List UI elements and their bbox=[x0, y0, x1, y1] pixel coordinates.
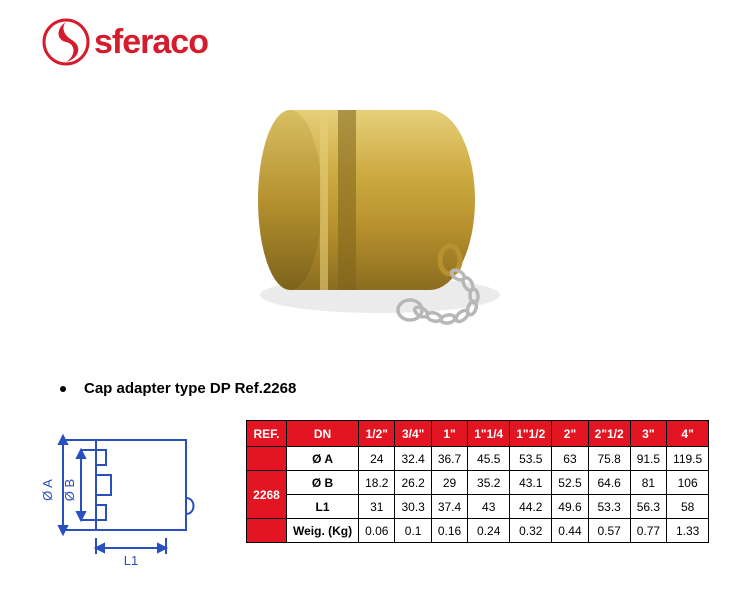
table-row: 2268Ø B18.226.22935.243.152.564.681106 bbox=[247, 471, 709, 495]
value-cell: 0.32 bbox=[510, 519, 552, 543]
header-size: 1"1/4 bbox=[468, 421, 510, 447]
diagram-label-a: Ø A bbox=[40, 479, 55, 501]
row-label: Ø B bbox=[287, 471, 359, 495]
value-cell: 35.2 bbox=[468, 471, 510, 495]
value-cell: 58 bbox=[667, 495, 709, 519]
header-size: 3/4" bbox=[395, 421, 431, 447]
value-cell: 0.1 bbox=[395, 519, 431, 543]
value-cell: 64.6 bbox=[588, 471, 630, 495]
row-label: L1 bbox=[287, 495, 359, 519]
product-caption: Cap adapter type DP Ref.2268 bbox=[84, 380, 296, 397]
logo-mark-icon bbox=[42, 18, 90, 66]
value-cell: 36.7 bbox=[431, 447, 467, 471]
value-cell: 44.2 bbox=[510, 495, 552, 519]
value-cell: 0.06 bbox=[359, 519, 395, 543]
value-cell: 30.3 bbox=[395, 495, 431, 519]
header-size: 3" bbox=[630, 421, 666, 447]
row-label: Ø A bbox=[287, 447, 359, 471]
value-cell: 56.3 bbox=[630, 495, 666, 519]
value-cell: 0.57 bbox=[588, 519, 630, 543]
value-cell: 37.4 bbox=[431, 495, 467, 519]
header-size: 1" bbox=[431, 421, 467, 447]
ref-cell-blank bbox=[247, 519, 287, 543]
brand-logo: sferaco bbox=[42, 18, 208, 66]
value-cell: 0.24 bbox=[468, 519, 510, 543]
value-cell: 43.1 bbox=[510, 471, 552, 495]
value-cell: 91.5 bbox=[630, 447, 666, 471]
value-cell: 0.44 bbox=[552, 519, 588, 543]
header-size: 2" bbox=[552, 421, 588, 447]
dimension-diagram: Ø A Ø B L1 bbox=[36, 420, 226, 570]
header-size: 1"1/2 bbox=[510, 421, 552, 447]
value-cell: 81 bbox=[630, 471, 666, 495]
value-cell: 45.5 bbox=[468, 447, 510, 471]
table-header-row: REF. DN 1/2" 3/4" 1" 1"1/4 1"1/2 2" 2"1/… bbox=[247, 421, 709, 447]
header-size: 4" bbox=[667, 421, 709, 447]
value-cell: 75.8 bbox=[588, 447, 630, 471]
value-cell: 106 bbox=[667, 471, 709, 495]
value-cell: 0.77 bbox=[630, 519, 666, 543]
ref-value-cell: 2268 bbox=[247, 471, 287, 519]
value-cell: 26.2 bbox=[395, 471, 431, 495]
brand-name: sferaco bbox=[94, 23, 208, 62]
header-dn: DN bbox=[287, 421, 359, 447]
bullet-icon bbox=[60, 386, 66, 392]
value-cell: 32.4 bbox=[395, 447, 431, 471]
header-ref: REF. bbox=[247, 421, 287, 447]
value-cell: 24 bbox=[359, 447, 395, 471]
value-cell: 31 bbox=[359, 495, 395, 519]
product-image bbox=[220, 100, 540, 340]
value-cell: 119.5 bbox=[667, 447, 709, 471]
ref-cell-blank bbox=[247, 447, 287, 471]
value-cell: 49.6 bbox=[552, 495, 588, 519]
value-cell: 63 bbox=[552, 447, 588, 471]
value-cell: 52.5 bbox=[552, 471, 588, 495]
value-cell: 1.33 bbox=[667, 519, 709, 543]
diagram-label-b: Ø B bbox=[62, 479, 77, 501]
value-cell: 53.5 bbox=[510, 447, 552, 471]
value-cell: 43 bbox=[468, 495, 510, 519]
spec-table: REF. DN 1/2" 3/4" 1" 1"1/4 1"1/2 2" 2"1/… bbox=[246, 420, 709, 543]
value-cell: 53.3 bbox=[588, 495, 630, 519]
bottom-area: Ø A Ø B L1 REF. DN 1/2" 3/4" 1" 1"1/4 1"… bbox=[36, 420, 744, 570]
row-label: Weig. (Kg) bbox=[287, 519, 359, 543]
caption-row: Cap adapter type DP Ref.2268 bbox=[60, 380, 296, 397]
header-size: 1/2" bbox=[359, 421, 395, 447]
value-cell: 18.2 bbox=[359, 471, 395, 495]
diagram-label-l1: L1 bbox=[124, 553, 138, 568]
value-cell: 0.16 bbox=[431, 519, 467, 543]
value-cell: 29 bbox=[431, 471, 467, 495]
table-row: Weig. (Kg)0.060.10.160.240.320.440.570.7… bbox=[247, 519, 709, 543]
table-row: Ø A2432.436.745.553.56375.891.5119.5 bbox=[247, 447, 709, 471]
header-size: 2"1/2 bbox=[588, 421, 630, 447]
table-row: L13130.337.44344.249.653.356.358 bbox=[247, 495, 709, 519]
